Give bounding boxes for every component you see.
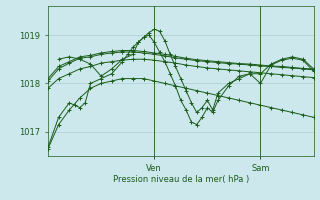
X-axis label: Pression niveau de la mer( hPa ): Pression niveau de la mer( hPa ) [113, 175, 249, 184]
